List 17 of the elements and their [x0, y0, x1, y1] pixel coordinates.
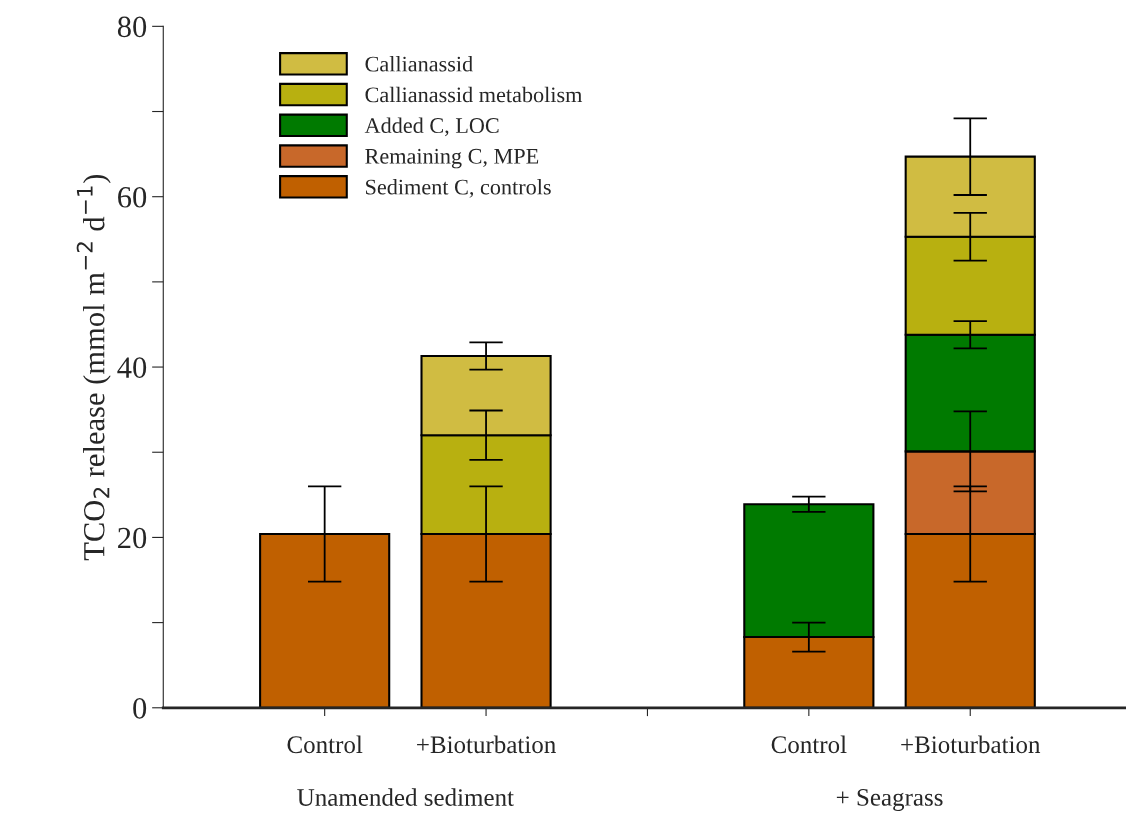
x-tick-label: +Bioturbation — [901, 735, 1041, 754]
x-tick-label: Control — [287, 735, 363, 754]
legend-label: Added C, LOC — [364, 117, 499, 137]
y-tick-label: 20 — [118, 527, 147, 549]
y-axis-title: TCO$_{2}$ release (mmol m$^{−2}$ d$^{−1}$) — [76, 174, 111, 561]
legend-label: Callianassid metabolism — [365, 86, 583, 103]
legend-label: Sediment C, controls — [366, 178, 551, 198]
y-tick-label: 60 — [118, 186, 147, 208]
text: Unamended sediment — [297, 788, 514, 806]
y-tick-label: 80 — [117, 16, 147, 38]
y-tick-label: 40 — [117, 357, 147, 378]
legend-label: Callianassid — [365, 55, 473, 72]
legend-label: Remaining C, MPE — [365, 148, 539, 169]
y-tick-label: 0 — [133, 698, 147, 719]
x-tick-label: Control — [771, 735, 847, 754]
text: + Seagrass — [836, 789, 943, 812]
x-tick-label: +Bioturbation — [417, 735, 556, 754]
